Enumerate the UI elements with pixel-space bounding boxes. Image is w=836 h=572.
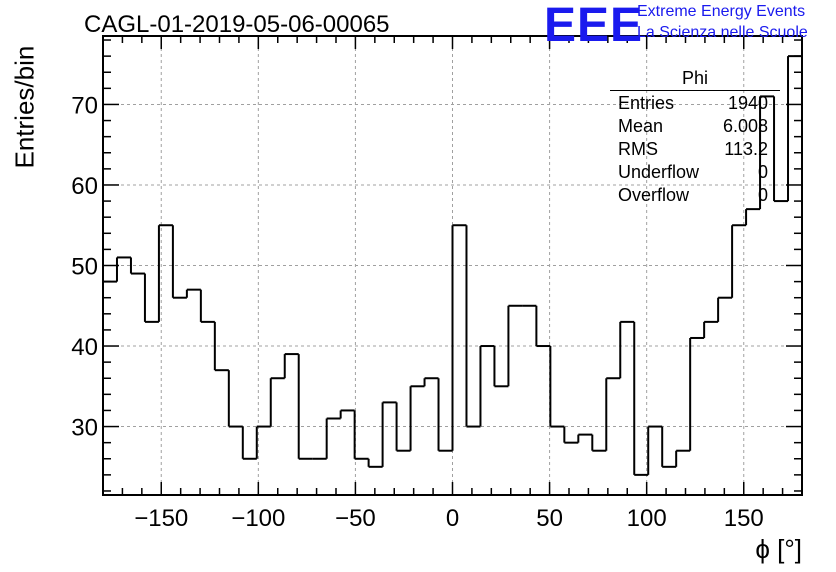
y-tick-label: 60 — [71, 173, 98, 200]
stats-row-overflow: Overflow 0 — [610, 185, 780, 208]
stats-label: Mean — [618, 116, 664, 136]
stats-value: 0 — [757, 162, 768, 182]
eee-logo: EEE — [544, 0, 644, 52]
stats-box: Phi Entries 1940 Mean 6.008 RMS 113.2 Un… — [610, 68, 780, 208]
y-axis-label: Entries/bin — [9, 45, 40, 169]
stats-value: 6.008 — [722, 116, 768, 136]
x-tick-label: −100 — [231, 505, 285, 532]
x-tick-labels: −150 −100 −50 0 50 100 150 — [134, 505, 764, 532]
y-tick-label: 50 — [71, 254, 98, 281]
stats-title: Phi — [610, 68, 780, 91]
y-tick-labels: 30 40 50 60 70 — [71, 92, 98, 441]
axes — [102, 35, 803, 496]
stats-label: Overflow — [618, 185, 690, 205]
stats-value: 1940 — [727, 93, 768, 113]
stats-row-rms: RMS 113.2 — [610, 139, 780, 162]
x-tick-label: 100 — [627, 505, 667, 532]
logo-line-1: Extreme Energy Events — [637, 3, 806, 20]
x-axis-label: ϕ [°] — [755, 534, 802, 564]
x-tick-label: −50 — [335, 505, 376, 532]
chart-title: CAGL-01-2019-05-06-00065 — [84, 11, 390, 38]
y-tick-label: 30 — [71, 415, 98, 442]
stats-label: Entries — [618, 93, 675, 113]
y-tick-label: 40 — [71, 334, 98, 361]
x-tick-label: 50 — [536, 505, 563, 532]
stats-row-entries: Entries 1940 — [610, 93, 780, 116]
stats-value: 113.2 — [724, 139, 768, 159]
stats-label: RMS — [618, 139, 658, 159]
logo-line-2: La Scienza nelle Scuole — [637, 24, 808, 41]
stats-row-underflow: Underflow 0 — [610, 162, 780, 185]
histogram-bars — [103, 55, 802, 476]
x-tick-label: −150 — [134, 505, 188, 532]
stats-label: Underflow — [618, 162, 700, 182]
stats-row-mean: Mean 6.008 — [610, 116, 780, 139]
stats-value: 0 — [757, 185, 768, 205]
x-tick-label: 0 — [446, 505, 459, 532]
y-tick-label: 70 — [71, 92, 98, 119]
x-tick-label: 150 — [724, 505, 764, 532]
